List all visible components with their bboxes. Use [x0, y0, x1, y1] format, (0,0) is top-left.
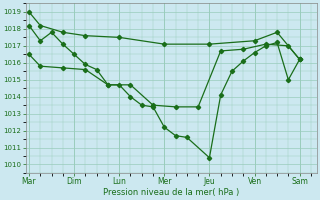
- X-axis label: Pression niveau de la mer( hPa ): Pression niveau de la mer( hPa ): [103, 188, 239, 197]
